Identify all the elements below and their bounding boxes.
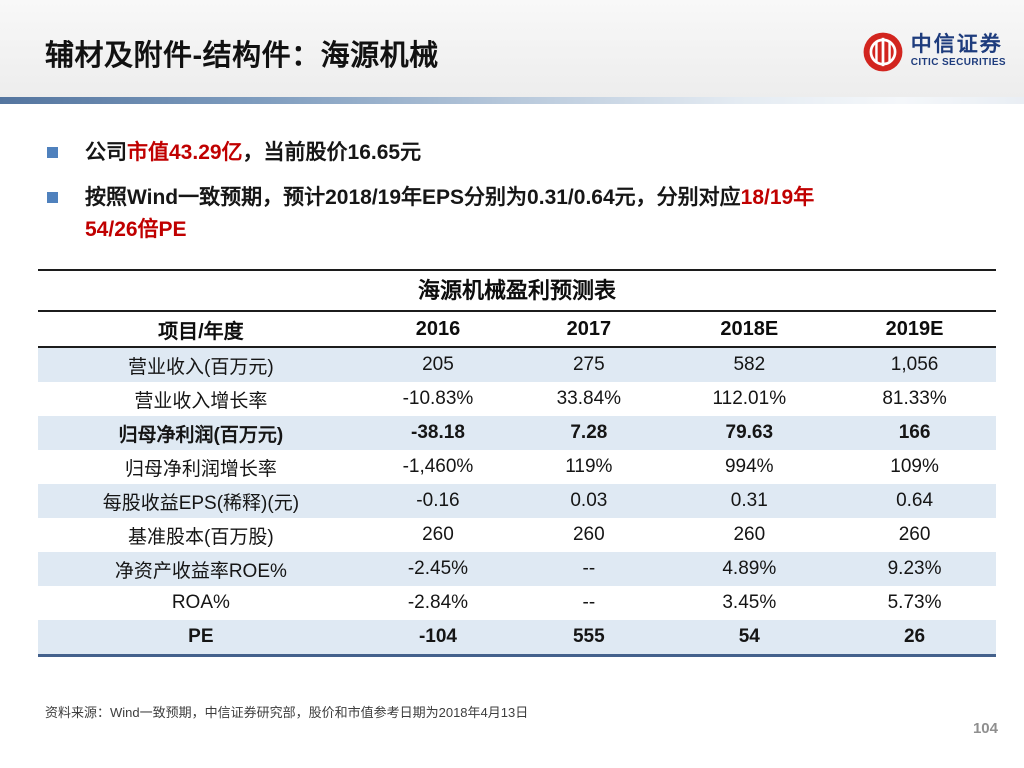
row-label: 归母净利润(百万元)	[118, 424, 284, 446]
column-header: 2017	[512, 312, 666, 348]
cell-value: 79.63	[725, 422, 774, 443]
cell-value: --	[582, 558, 596, 579]
cell-value: 260	[572, 524, 605, 545]
cell-value: 9.23%	[887, 558, 942, 579]
cell-value: 54	[738, 626, 760, 647]
row-label: 每股收益EPS(稀释)(元)	[102, 492, 300, 514]
column-header: 项目/年度	[38, 312, 364, 348]
cell-value: 7.28	[570, 422, 608, 443]
forecast-table-section: 海源机械盈利预测表 项目/年度 2016 2017 2018E 2019E 营业收入(百…	[38, 269, 996, 657]
cell-value: 26	[903, 626, 926, 647]
cell-value: 33.84%	[556, 388, 622, 409]
bullet-text-segment: ，当前股价16.65元	[242, 141, 422, 164]
table-row: 每股收益EPS(稀释)(元) -0.16 0.03 0.31 0.64	[38, 484, 996, 518]
bullet-square-icon	[47, 191, 58, 203]
page-title: 辅材及附件-结构件：海源机械	[45, 39, 439, 72]
cell-value: -104	[418, 626, 457, 647]
cell-value: 275	[572, 354, 605, 375]
cell-value: -0.16	[416, 490, 460, 511]
logo-en-text: CITIC SECURITIES	[910, 57, 1006, 69]
row-label: 营业收入增长率	[134, 390, 268, 412]
bullet-list: 公司市值43.29亿，当前股价16.65元按照Wind一致预期，预计2018/1…	[45, 137, 975, 259]
bullet-item: 公司市值43.29亿，当前股价16.65元	[45, 137, 975, 170]
bullet-square-icon	[47, 147, 58, 158]
source-note: 资料来源：Wind一致预期，中信证券研究部，股价和市值参考日期为2018年4月1…	[45, 705, 529, 720]
cell-value: 0.31	[730, 490, 768, 511]
cell-value: 994%	[724, 456, 774, 477]
table-row: 归母净利润(百万元) -38.18 7.28 79.63 166	[38, 416, 996, 450]
cell-value: 0.03	[570, 490, 608, 511]
table-row: 营业收入增长率 -10.83% 33.84% 112.01% 81.33%	[38, 382, 996, 416]
page-number: 104	[972, 720, 998, 737]
cell-value: 205	[422, 354, 454, 375]
column-header: 2019E	[833, 312, 996, 348]
cell-value: -1,460%	[402, 456, 474, 477]
table-body: 营业收入(百万元) 205 275 582 1,056 营业收入增长率 -10.83% 33.…	[38, 347, 996, 656]
bullet-item: 按照Wind一致预期，预计2018/19年EPS分别为0.31/0.64元，分别…	[45, 182, 975, 247]
cell-value: 166	[898, 422, 931, 443]
row-label: 营业收入(百万元)	[128, 356, 274, 378]
cell-value: 1,056	[890, 354, 939, 375]
cell-value: -38.18	[411, 422, 465, 443]
table-row: 净资产收益率ROE% -2.45% -- 4.89% 9.23%	[38, 552, 996, 586]
header-divider-bar	[0, 97, 1024, 104]
table-row: PE -104 555 54 26	[38, 620, 996, 656]
citic-logo: 中信证券 CITIC SECURITIES	[862, 25, 1006, 73]
cell-value: 81.33%	[882, 388, 947, 409]
cell-value: -10.83%	[402, 388, 474, 409]
table-title: 海源机械盈利预测表	[38, 271, 996, 312]
cell-value: 112.01%	[712, 388, 787, 409]
forecast-table: 项目/年度 2016 2017 2018E 2019E 营业收入(百万元) 205 275 5…	[38, 312, 996, 657]
cell-value: 260	[422, 524, 454, 545]
bullet-text-highlight: 市值43.29亿	[127, 141, 243, 164]
cell-value: 5.73%	[887, 592, 942, 613]
cell-value: 3.45%	[722, 592, 777, 613]
row-label: 基准股本(百万股)	[128, 526, 274, 548]
bullet-text: 公司市值43.29亿，当前股价16.65元	[85, 137, 421, 170]
cell-value: -2.45%	[407, 558, 469, 579]
bullet-text: 按照Wind一致预期，预计2018/19年EPS分别为0.31/0.64元，分别…	[85, 182, 814, 247]
cell-value: --	[582, 592, 596, 613]
column-header: 2016	[363, 312, 513, 348]
row-label: 归母净利润增长率	[124, 458, 277, 480]
row-label: 净资产收益率ROE%	[114, 560, 287, 582]
logo-text: 中信证券 CITIC SECURITIES	[911, 34, 1006, 69]
row-label: ROA%	[171, 592, 230, 613]
cell-value: 260	[733, 524, 766, 545]
table-row: 基准股本(百万股) 260 260 260 260	[38, 518, 996, 552]
table-header-row: 项目/年度 2016 2017 2018E 2019E	[38, 312, 996, 348]
cell-value: 582	[733, 354, 766, 375]
citic-logo-icon	[863, 32, 903, 71]
cell-value: 4.89%	[722, 558, 777, 579]
bullet-text-segment: 公司	[85, 141, 127, 164]
table-row: 营业收入(百万元) 205 275 582 1,056	[38, 347, 996, 382]
cell-value: 555	[572, 626, 605, 647]
logo-cn-text: 中信证券	[910, 33, 1003, 57]
table-row: 归母净利润增长率 -1,460% 119% 994% 109%	[38, 450, 996, 484]
cell-value: 109%	[890, 456, 939, 477]
slide-header: 辅材及附件-结构件：海源机械 中信证券 CITIC SECURITIES	[0, 0, 1024, 97]
cell-value: 0.64	[896, 490, 934, 511]
cell-value: 119%	[565, 456, 613, 477]
column-header: 2018E	[665, 312, 834, 348]
table-row: ROA% -2.84% -- 3.45% 5.73%	[38, 586, 996, 620]
bullet-text-segment: 按照Wind一致预期，预计2018/19年EPS分别为0.31/0.64元，分别…	[85, 185, 741, 209]
cell-value: 260	[898, 524, 931, 545]
cell-value: -2.84%	[407, 592, 469, 613]
row-label: PE	[188, 626, 214, 647]
bullet-text-highlight: 18/19年 54/26倍PE	[85, 185, 815, 242]
